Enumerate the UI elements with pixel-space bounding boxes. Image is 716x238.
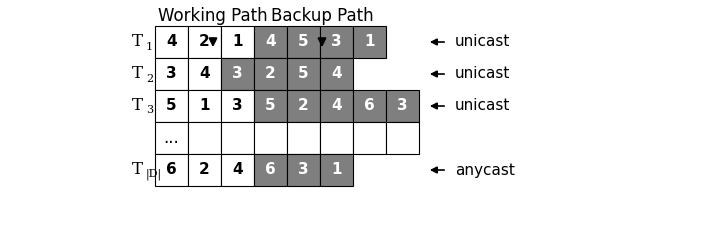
Text: 4: 4 (332, 66, 342, 81)
Bar (221, 26, 254, 58)
Bar (386, 90, 419, 122)
Bar (353, 122, 386, 154)
Text: 4: 4 (199, 66, 210, 81)
Bar (287, 58, 320, 90)
Text: 2: 2 (298, 99, 309, 114)
Bar (155, 154, 188, 186)
Bar (386, 122, 419, 154)
Text: 3: 3 (232, 66, 243, 81)
Text: unicast: unicast (455, 66, 511, 81)
Text: 3: 3 (166, 66, 177, 81)
Text: 2: 2 (199, 35, 210, 50)
Text: 1: 1 (364, 35, 374, 50)
Text: 4: 4 (166, 35, 177, 50)
Text: 4: 4 (265, 35, 276, 50)
Text: 1: 1 (332, 163, 342, 178)
Bar (254, 90, 287, 122)
Text: T: T (132, 96, 143, 114)
Text: 1: 1 (146, 41, 153, 51)
Text: 3: 3 (232, 99, 243, 114)
Text: T: T (132, 160, 143, 178)
Bar (254, 58, 287, 90)
Text: 2: 2 (199, 163, 210, 178)
Text: T: T (132, 64, 143, 81)
Text: 6: 6 (265, 163, 276, 178)
Bar (287, 122, 320, 154)
Bar (320, 122, 353, 154)
Bar (320, 90, 353, 122)
Text: 4: 4 (232, 163, 243, 178)
Bar (221, 122, 254, 154)
Bar (254, 154, 287, 186)
Bar (353, 26, 386, 58)
Text: 2: 2 (146, 74, 153, 84)
Bar (287, 90, 320, 122)
Text: Working Path: Working Path (158, 7, 268, 25)
Bar (188, 154, 221, 186)
Bar (254, 26, 287, 58)
Text: 5: 5 (166, 99, 177, 114)
Text: 3: 3 (332, 35, 342, 50)
Bar (221, 154, 254, 186)
Text: anycast: anycast (455, 163, 515, 178)
Text: T: T (132, 33, 143, 50)
Bar (254, 122, 287, 154)
Text: unicast: unicast (455, 99, 511, 114)
Bar (155, 122, 188, 154)
Bar (155, 26, 188, 58)
Text: 1: 1 (199, 99, 210, 114)
Text: 5: 5 (265, 99, 276, 114)
Text: 6: 6 (364, 99, 375, 114)
Bar (188, 122, 221, 154)
Text: 5: 5 (298, 66, 309, 81)
Text: 3: 3 (397, 99, 408, 114)
Bar (353, 90, 386, 122)
Text: 4: 4 (332, 99, 342, 114)
Text: Backup Path: Backup Path (271, 7, 373, 25)
Bar (188, 26, 221, 58)
Bar (221, 58, 254, 90)
Text: 1: 1 (232, 35, 243, 50)
Bar (287, 26, 320, 58)
Bar (320, 58, 353, 90)
Text: unicast: unicast (455, 35, 511, 50)
Bar (320, 154, 353, 186)
Text: 6: 6 (166, 163, 177, 178)
Text: 3: 3 (298, 163, 309, 178)
Text: |D|: |D| (146, 169, 162, 180)
Bar (155, 58, 188, 90)
Text: 3: 3 (146, 105, 153, 115)
Text: 5: 5 (298, 35, 309, 50)
Bar (287, 154, 320, 186)
Bar (320, 26, 353, 58)
Text: ...: ... (164, 129, 180, 147)
Bar (155, 90, 188, 122)
Bar (188, 58, 221, 90)
Bar (188, 90, 221, 122)
Bar (221, 90, 254, 122)
Text: 2: 2 (265, 66, 276, 81)
